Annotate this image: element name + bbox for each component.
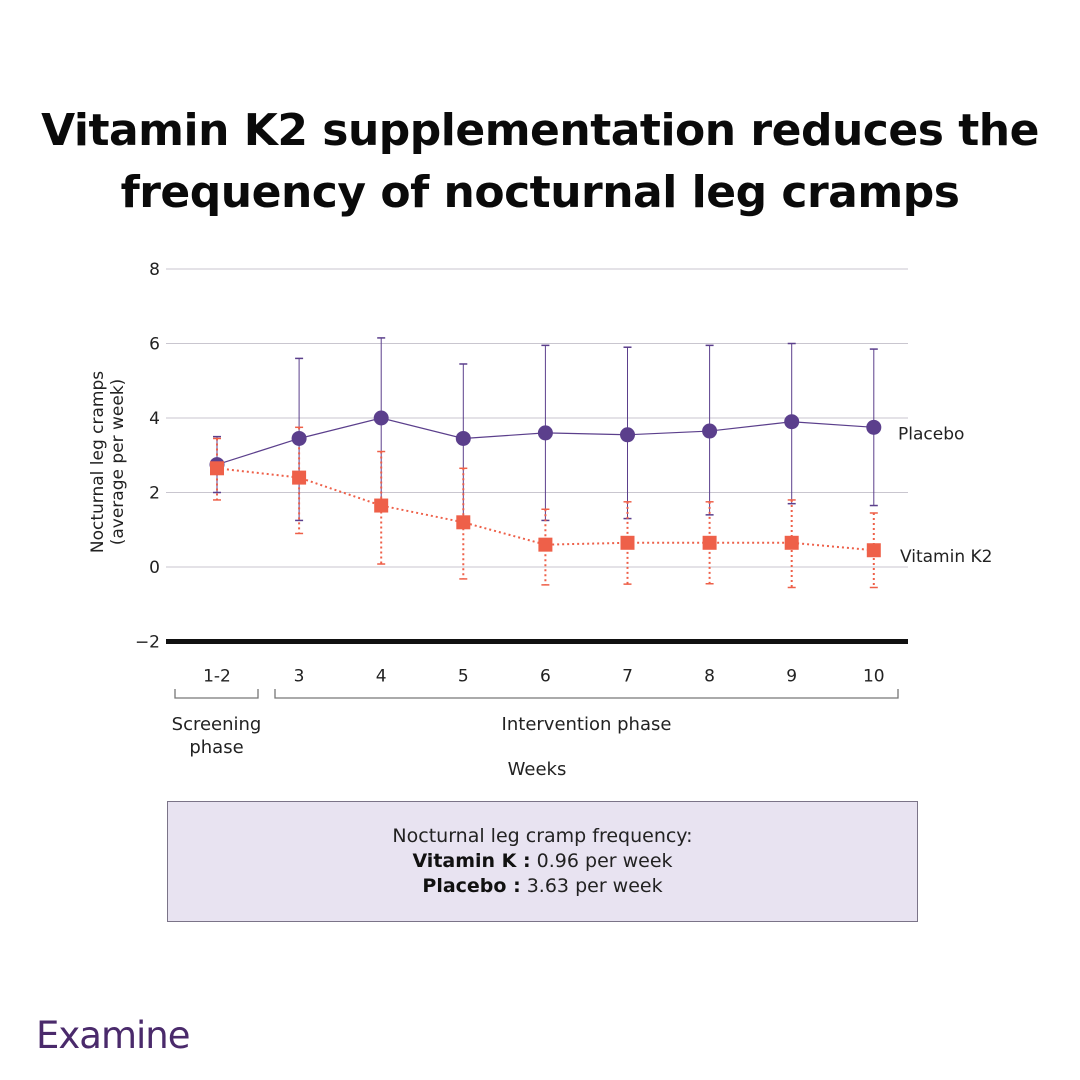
summary-placebo-value: 3.63 per week xyxy=(526,875,663,897)
series-layer: Placebo Vitamin K2 xyxy=(209,337,993,589)
vitamin-k2-point-8 xyxy=(866,543,881,558)
y-axis-label-line-1: Nocturnal leg cramps xyxy=(88,371,108,553)
leg-cramps-chart: 8 6 4 2 0 −2 Placebo Vitamin K2 1-2 3 4 5 6 7 8 9 10 S… xyxy=(88,260,993,780)
phase-label-1-line-2: phase xyxy=(189,737,243,758)
placebo-point-1 xyxy=(291,430,307,446)
y-axis-label-line-2: (average per week) xyxy=(108,379,128,546)
placebo-series-label: Placebo xyxy=(898,424,964,444)
x-axis-label: Weeks xyxy=(508,759,567,780)
placebo-point-6 xyxy=(702,423,718,439)
x-tick-label-4: 4 xyxy=(376,667,387,687)
placebo-point-4 xyxy=(537,425,553,441)
chart-title-line-1: Vitamin K2 supplementation reduces the xyxy=(41,105,1039,156)
vitamin-k2-point-0 xyxy=(210,461,224,476)
x-tick-label-9: 9 xyxy=(786,667,797,687)
chart-title-line-2: frequency of nocturnal leg cramps xyxy=(120,167,960,218)
x-tick-label-5: 5 xyxy=(458,667,469,687)
placebo-point-7 xyxy=(784,414,800,430)
placebo-point-3 xyxy=(455,430,471,446)
vitamin-k2-point-1 xyxy=(292,470,307,485)
x-tick-labels: 1-2 3 4 5 6 7 8 9 10 xyxy=(203,667,885,687)
chart-title: Vitamin K2 supplementation reduces the f… xyxy=(40,100,1040,224)
vitamin-k2-point-7 xyxy=(784,535,799,550)
vitamin-k2-point-5 xyxy=(620,535,635,550)
summary-vitamin-k-value: 0.96 per week xyxy=(536,850,673,872)
phase-label-1-line-1: Screening xyxy=(172,714,262,735)
vitamin-k2-line xyxy=(216,467,874,552)
vitamin-k2-point-2 xyxy=(374,498,389,513)
phase-label-2-line-1: Intervention phase xyxy=(502,714,672,735)
y-tick-label-2: 2 xyxy=(149,484,160,504)
x-tick-label-7: 7 xyxy=(622,667,633,687)
summary-heading: Nocturnal leg cramp frequency: xyxy=(392,825,693,847)
summary-placebo-label: Placebo : xyxy=(422,875,521,897)
x-tick-label-8: 8 xyxy=(704,667,715,687)
y-tick-label-6: 6 xyxy=(149,335,160,355)
summary-vitamin-k-row: Vitamin K : 0.96 per week xyxy=(168,849,917,874)
summary-vitamin-k-label: Vitamin K : xyxy=(412,850,531,872)
grid-lines xyxy=(166,268,908,568)
summary-placebo-row: Placebo : 3.63 per week xyxy=(168,874,917,899)
y-tick-label-8: 8 xyxy=(149,260,160,280)
placebo-point-2 xyxy=(373,410,389,426)
phase-bracket-2 xyxy=(274,689,899,699)
x-tick-label-6: 6 xyxy=(540,667,551,687)
x-tick-label-1-2: 1-2 xyxy=(203,667,231,687)
examine-logo: Examine xyxy=(36,1014,190,1057)
vitamin-k2-point-6 xyxy=(702,535,717,550)
phase-bracket-1 xyxy=(174,689,259,699)
vitamin-k2-point-4 xyxy=(538,537,553,552)
x-tick-label-10: 10 xyxy=(863,667,885,687)
vitamin-k2-point-3 xyxy=(456,515,471,530)
y-tick-label-4: 4 xyxy=(149,409,160,429)
vitamin-k2-series-label: Vitamin K2 xyxy=(900,547,993,567)
y-tick-label-min: −2 xyxy=(135,633,160,653)
y-tick-labels: 8 6 4 2 0 −2 xyxy=(135,260,160,653)
x-tick-label-3: 3 xyxy=(294,667,305,687)
placebo-point-8 xyxy=(866,419,882,435)
y-tick-label-0: 0 xyxy=(149,558,160,578)
placebo-point-5 xyxy=(620,427,635,443)
summary-box: Nocturnal leg cramp frequency: Vitamin K… xyxy=(167,801,918,922)
